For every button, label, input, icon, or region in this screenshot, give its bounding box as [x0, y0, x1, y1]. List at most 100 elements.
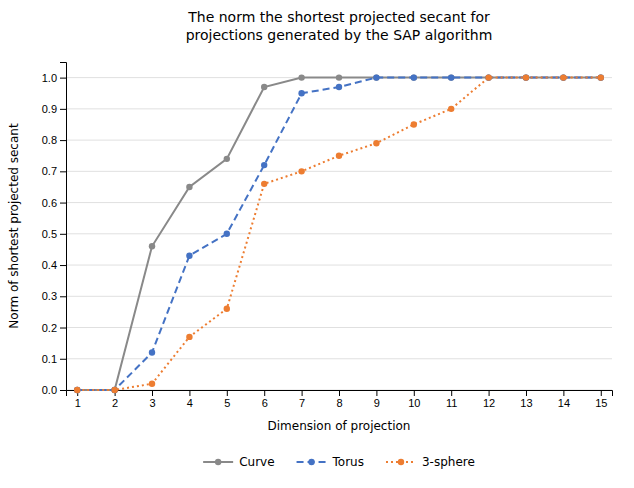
- tick-mark: [152, 390, 153, 396]
- point: [298, 168, 304, 174]
- tick-label: 4: [187, 397, 193, 409]
- tick-mark: [60, 171, 66, 172]
- grid-line: [66, 202, 612, 203]
- legend-item: Torus: [297, 455, 364, 469]
- point: [523, 74, 529, 80]
- point: [224, 231, 230, 237]
- grid: [66, 78, 612, 390]
- point: [523, 74, 529, 80]
- x-axis-label: Dimension of projection: [268, 419, 411, 433]
- point: [373, 140, 379, 146]
- tick-label: 12: [483, 397, 495, 409]
- tick-mark: [60, 109, 66, 110]
- legend-marker: [308, 459, 314, 465]
- point: [411, 121, 417, 127]
- tick: 1.0: [42, 72, 66, 84]
- point: [298, 90, 304, 96]
- tick-mark: [60, 203, 66, 204]
- point: [448, 106, 454, 112]
- point: [598, 74, 604, 80]
- tick: 0.4: [42, 259, 66, 271]
- marks: [74, 74, 604, 393]
- tick: 0.0: [42, 384, 66, 396]
- tick: 15: [595, 390, 607, 409]
- tick-mark: [264, 390, 265, 396]
- tick-mark: [60, 78, 66, 79]
- tick: 0.3: [42, 290, 66, 302]
- tick-mark: [302, 390, 303, 396]
- axis-line: [60, 63, 67, 391]
- tick: 6: [262, 390, 268, 409]
- tick-mark: [489, 390, 490, 396]
- tick: 0.1: [42, 353, 66, 365]
- point: [560, 74, 566, 80]
- point: [111, 387, 117, 393]
- point: [336, 153, 342, 159]
- point: [298, 74, 304, 80]
- tick-mark: [60, 359, 66, 360]
- tick-mark: [189, 390, 190, 396]
- tick-label: 10: [408, 397, 420, 409]
- series-line: [77, 78, 601, 390]
- grid-line: [66, 233, 612, 234]
- point: [149, 243, 155, 249]
- point: [74, 387, 80, 393]
- point: [224, 306, 230, 312]
- tick: 0.8: [42, 134, 66, 146]
- legend-label: Curve: [239, 455, 274, 469]
- tick-label: 0.1: [42, 353, 57, 365]
- point: [74, 387, 80, 393]
- grid-line: [66, 327, 612, 328]
- axis-line: [67, 391, 613, 397]
- point: [448, 74, 454, 80]
- point: [373, 74, 379, 80]
- tick: 14: [558, 390, 570, 409]
- legend-label: 3-sphere: [422, 455, 475, 469]
- tick-label: 0.4: [42, 259, 57, 271]
- point: [261, 181, 267, 187]
- tick-label: 2: [112, 397, 118, 409]
- point: [186, 334, 192, 340]
- tick-mark: [227, 390, 228, 396]
- point: [186, 252, 192, 258]
- tick-mark: [563, 390, 564, 396]
- tick-label: 8: [336, 397, 342, 409]
- point: [261, 162, 267, 168]
- tick-mark: [339, 390, 340, 396]
- title: The norm the shortest projected secant f…: [186, 9, 493, 43]
- series: [74, 74, 604, 393]
- tick: 3: [149, 390, 155, 409]
- tick-mark: [60, 328, 66, 329]
- tick-label: 0.0: [42, 384, 57, 396]
- tick-label: 7: [299, 397, 305, 409]
- point: [598, 74, 604, 80]
- legend-item: 3-sphere: [386, 455, 475, 469]
- tick-label: 0.5: [42, 228, 57, 240]
- grid-line: [66, 358, 612, 359]
- tick-label: 0.3: [42, 290, 57, 302]
- tick-label: 5: [224, 397, 230, 409]
- series: [74, 74, 604, 393]
- point: [336, 74, 342, 80]
- tick-mark: [60, 265, 66, 266]
- series-line: [77, 78, 601, 390]
- tick-label: 13: [520, 397, 532, 409]
- point: [186, 184, 192, 190]
- tick-mark: [60, 296, 66, 297]
- point: [560, 74, 566, 80]
- tick: 11: [446, 390, 457, 409]
- tick: 4: [187, 390, 193, 409]
- point: [485, 74, 491, 80]
- tick-mark: [526, 390, 527, 396]
- tick-label: 1.0: [42, 72, 57, 84]
- tick-mark: [451, 390, 452, 396]
- series-line: [77, 78, 601, 390]
- point: [411, 74, 417, 80]
- tick-label: 3: [149, 397, 155, 409]
- point: [373, 74, 379, 80]
- tick: 0.5: [42, 228, 66, 240]
- plot: 1234567891011121314150.00.10.20.30.40.50…: [42, 63, 613, 409]
- title-line: The norm the shortest projected secant f…: [187, 9, 490, 25]
- tick-label: 6: [262, 397, 268, 409]
- point: [111, 387, 117, 393]
